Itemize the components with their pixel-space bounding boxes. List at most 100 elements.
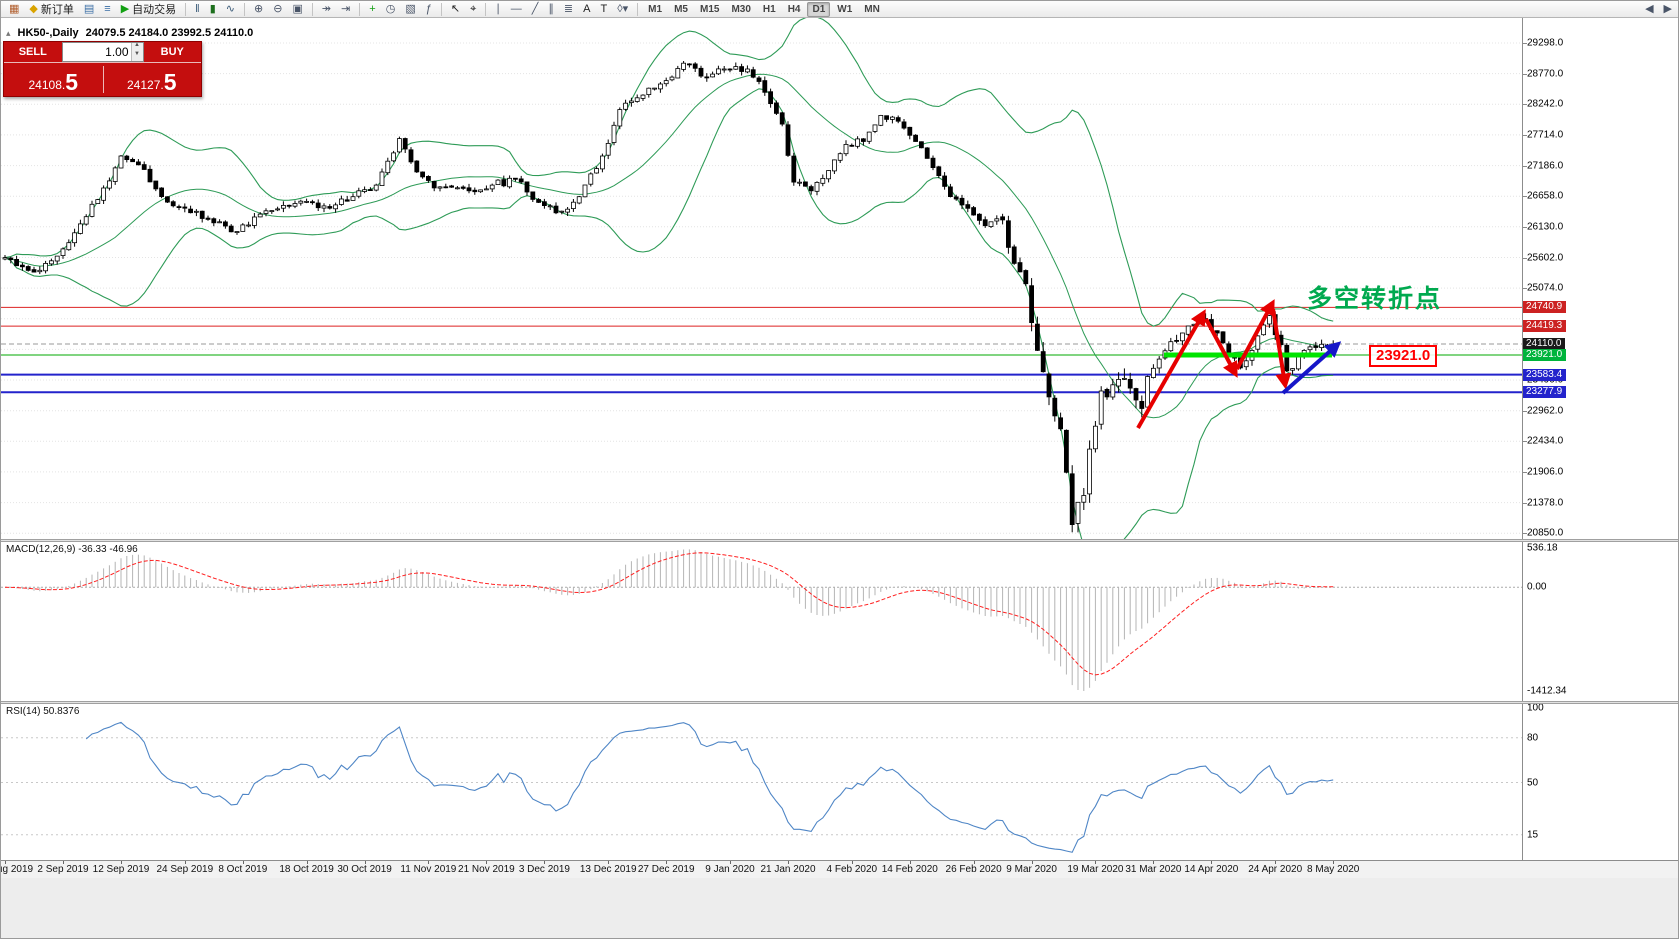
auto-trading-button[interactable]: ▶ 自动交易 — [117, 2, 180, 17]
channel-icon[interactable]: ∥ — [544, 2, 558, 17]
price-scale[interactable]: 29298.0 28770.0 28242.0 27714.0 27186.0 26658… — [1522, 18, 1678, 860]
price-axis-label: 22962.0 — [1527, 405, 1564, 417]
auto-trading-button-label: 自动交易 — [132, 4, 177, 16]
time-axis-label: 8 Oct 2019 — [218, 864, 268, 875]
charts-icon[interactable]: ▦ — [5, 2, 23, 17]
chart-shift-glyph: ⇥ — [341, 2, 351, 15]
buy-price[interactable]: 24127. 5 — [127, 69, 177, 95]
time-axis-label: 21 Aug 2019 — [1, 864, 34, 875]
cursor-icon[interactable]: ↖ — [447, 2, 464, 17]
bottom-strip — [1, 878, 1678, 938]
rsi-axis-label: 100 — [1527, 702, 1544, 714]
chart-shift-icon[interactable]: ⇥ — [337, 2, 354, 17]
buy-button[interactable]: BUY — [143, 42, 201, 62]
line-chart-icon[interactable]: ∿ — [222, 2, 239, 17]
toolbar-overflow-left-icon[interactable]: ◀ — [1641, 2, 1657, 17]
tf-m1-button[interactable]: M1 — [643, 2, 667, 17]
tf-m30-button[interactable]: M30 — [726, 2, 755, 17]
hline-glyph: ― — [510, 2, 522, 15]
sell-price[interactable]: 24108. 5 — [28, 69, 79, 95]
indicators-icon[interactable]: ƒ — [422, 2, 436, 17]
auto-scroll-icon[interactable]: ↠ — [318, 2, 335, 17]
volume-up-icon[interactable] — [131, 43, 143, 52]
toolbar-overflow-right-icon[interactable]: ▶ — [1660, 2, 1676, 17]
time-axis-label: 11 Nov 2019 — [400, 864, 457, 875]
zoom-in-icon[interactable]: ⊕ — [250, 2, 267, 17]
tf-h1-button[interactable]: H1 — [758, 2, 781, 17]
time-axis-label: 26 Feb 2020 — [945, 864, 1002, 875]
price-axis-label: 29298.0 — [1527, 37, 1564, 49]
tf-w1-button[interactable]: W1 — [832, 2, 857, 17]
time-axis-tick — [851, 861, 853, 864]
cursor-glyph: ↖ — [450, 2, 461, 15]
macd-canvas[interactable] — [1, 542, 1522, 701]
tf-d1-button[interactable]: D1 — [807, 1, 831, 17]
rsi-canvas[interactable] — [1, 704, 1522, 860]
zoom-out-icon[interactable]: ⊖ — [269, 2, 286, 17]
trendline-glyph: ╱ — [531, 2, 539, 15]
price-line-label: 23277.9 — [1523, 386, 1567, 399]
toolbar-separator — [637, 2, 639, 16]
tf-m15-button[interactable]: M15 — [695, 2, 724, 17]
navigator-icon[interactable]: ≡ — [100, 2, 114, 17]
price-axis-label: 22434.0 — [1527, 435, 1564, 447]
price-axis-tick — [1523, 226, 1527, 228]
price-callout-label: 23921.0 — [1369, 345, 1438, 367]
line-chart-glyph: ∿ — [225, 2, 235, 15]
rsi-axis-label: 15 — [1527, 829, 1539, 841]
fibonacci-icon[interactable]: ≣ — [560, 2, 577, 17]
price-axis-label: 21378.0 — [1527, 497, 1564, 509]
time-axis-label: 4 Feb 2020 — [826, 864, 878, 875]
time-axis-tick — [364, 861, 366, 864]
shapes-icon[interactable]: ◊▾ — [613, 2, 632, 17]
price-chart-canvas[interactable] — [1, 18, 1522, 539]
vertical-line-icon[interactable]: ∣ — [491, 2, 505, 17]
templates-icon[interactable]: ▧ — [401, 2, 419, 17]
tf-mn-button[interactable]: MN — [859, 2, 885, 17]
toolbar-separator — [440, 2, 442, 16]
tile-windows-icon[interactable]: ▣ — [288, 2, 306, 17]
clock-glyph: ◷ — [385, 2, 396, 15]
time-axis-tick — [486, 861, 488, 864]
candlestick-chart-icon[interactable]: ▮ — [206, 2, 220, 17]
one-click-collapse-icon[interactable] — [6, 28, 11, 39]
periods-icon[interactable]: ◷ — [382, 2, 400, 17]
market-watch-glyph: ▤ — [83, 2, 95, 15]
text-icon[interactable]: A — [579, 2, 594, 17]
crosshair-icon[interactable]: ⌖ — [466, 2, 480, 17]
price-axis-label: 26658.0 — [1527, 190, 1564, 202]
volume-input[interactable] — [62, 43, 131, 61]
time-axis-tick — [1095, 861, 1097, 864]
tf-h4-button-label: H4 — [787, 3, 801, 15]
time-axis-tick — [973, 861, 975, 864]
price-line-label: 24740.9 — [1523, 301, 1567, 314]
panel-splitter-macd[interactable] — [1, 539, 1678, 542]
charts-glyph: ▦ — [9, 2, 20, 15]
volume-box — [61, 42, 144, 62]
label-icon[interactable]: T — [596, 2, 611, 17]
price-line-label: 24110.0 — [1523, 338, 1566, 350]
market-watch-icon[interactable]: ▤ — [80, 2, 98, 17]
tf-h4-button[interactable]: H4 — [783, 2, 806, 17]
time-axis-tick — [428, 861, 430, 864]
time-axis-label: 24 Apr 2020 — [1248, 864, 1303, 875]
trendline-icon[interactable]: ╱ — [528, 2, 543, 17]
time-axis-label: 14 Apr 2020 — [1184, 864, 1239, 875]
template-glyph: ▧ — [405, 2, 416, 15]
price-axis-tick — [1523, 533, 1527, 535]
price-axis-label: 21906.0 — [1527, 466, 1564, 478]
price-axis-label: 28770.0 — [1527, 68, 1564, 80]
bar-chart-icon[interactable]: ‖ — [191, 2, 204, 17]
price-axis-tick — [1523, 196, 1527, 198]
horizontal-line-icon[interactable]: ― — [507, 2, 526, 17]
sell-button[interactable]: SELL — [4, 42, 62, 62]
price-axis-tick — [1523, 165, 1527, 167]
tf-m5-button[interactable]: M5 — [669, 2, 693, 17]
tri-right-glyph: ▶ — [1663, 2, 1672, 15]
time-axis-label: 21 Jan 2020 — [760, 864, 816, 875]
new-order-button[interactable]: ◆ 新订单 — [25, 2, 77, 17]
volume-down-icon[interactable] — [131, 52, 143, 61]
new-order-plus-icon[interactable]: + — [365, 2, 379, 17]
panel-splitter-rsi[interactable] — [1, 701, 1678, 704]
